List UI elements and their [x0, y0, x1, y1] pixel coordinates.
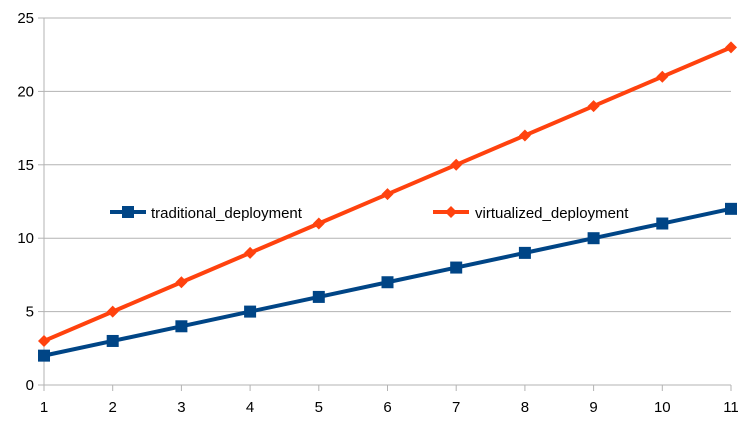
data-point — [312, 290, 325, 303]
data-point — [656, 217, 669, 230]
data-point — [381, 188, 394, 201]
data-point — [518, 129, 531, 142]
legend: traditional_deployment virtualized_deplo… — [110, 205, 629, 222]
y-axis-ticks: 0 5 10 15 20 25 — [17, 10, 44, 394]
data-point — [106, 305, 119, 318]
x-tick-label: 11 — [723, 399, 739, 416]
legend-label-virtualized: virtualized_deployment — [475, 205, 629, 222]
x-tick-label: 10 — [654, 399, 671, 416]
data-point — [38, 334, 50, 347]
data-point — [106, 334, 119, 347]
legend-item-traditional: traditional_deployment — [110, 205, 303, 222]
data-point — [518, 246, 531, 259]
data-point — [244, 305, 257, 318]
y-tick-label: 20 — [17, 83, 34, 100]
data-point — [587, 100, 600, 113]
y-tick-label: 25 — [17, 10, 34, 27]
data-point — [725, 202, 737, 215]
data-point — [450, 261, 463, 274]
data-point — [38, 349, 50, 362]
data-point — [381, 276, 394, 289]
legend-item-virtualized: virtualized_deployment — [433, 205, 629, 222]
x-tick-label: 2 — [109, 399, 117, 416]
y-tick-label: 15 — [17, 157, 34, 174]
series-0 — [38, 202, 737, 362]
series-1 — [38, 41, 737, 347]
data-point — [244, 246, 257, 259]
data-point — [175, 320, 188, 333]
data-point — [450, 158, 463, 171]
y-tick-label: 5 — [26, 304, 34, 321]
x-tick-label: 5 — [315, 399, 323, 416]
legend-label-traditional: traditional_deployment — [151, 205, 303, 222]
data-point — [175, 276, 188, 289]
legend-swatch-marker-virtualized — [445, 206, 457, 218]
data-point — [312, 217, 325, 230]
x-tick-label: 9 — [589, 399, 597, 416]
x-tick-label: 4 — [246, 399, 254, 416]
x-tick-label: 6 — [383, 399, 391, 416]
x-tick-label: 8 — [521, 399, 529, 416]
x-tick-label: 1 — [40, 399, 48, 416]
data-point — [656, 70, 669, 83]
grid — [44, 17, 731, 386]
series-layer — [38, 41, 737, 362]
x-axis-ticks: 1 2 3 4 5 6 7 8 9 10 11 — [40, 385, 739, 416]
legend-swatch-marker-traditional — [122, 206, 134, 218]
data-point — [725, 41, 737, 54]
y-tick-label: 10 — [17, 230, 34, 247]
y-tick-label: 0 — [26, 377, 34, 394]
x-tick-label: 3 — [177, 399, 185, 416]
x-tick-label: 7 — [452, 399, 460, 416]
data-point — [587, 232, 600, 245]
